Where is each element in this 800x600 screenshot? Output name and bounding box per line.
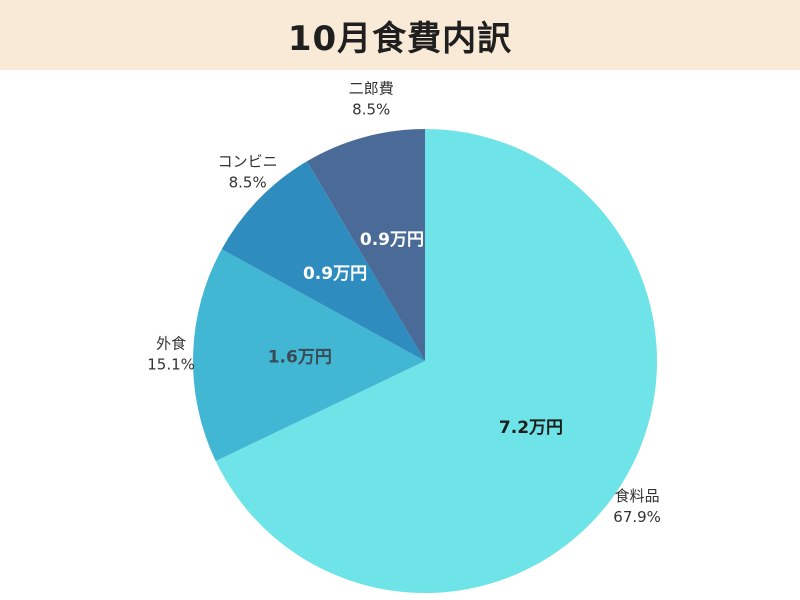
title-bar: 10月食費内訳: [0, 0, 800, 70]
slice-percent-label: 67.9%: [613, 508, 661, 526]
slice-name-label: 二郎費: [349, 80, 394, 98]
pie-slice: [306, 129, 425, 361]
slice-value-label: 0.9万円: [303, 264, 367, 284]
pie-slice: [221, 161, 425, 361]
pie-slice: [215, 129, 658, 593]
pie-slice: [193, 249, 425, 462]
chart-title: 10月食費内訳: [287, 18, 513, 59]
slice-percent-label: 15.1%: [147, 355, 195, 373]
slice-name-label: 食料品: [615, 487, 660, 505]
slice-value-label: 0.9万円: [360, 230, 424, 250]
slice-name-label: 外食: [156, 334, 186, 352]
slice-percent-label: 8.5%: [229, 174, 267, 192]
slice-value-label: 7.2万円: [499, 418, 563, 438]
slice-value-label: 1.6万円: [268, 347, 332, 367]
slice-name-label: コンビニ: [218, 153, 278, 171]
slice-percent-label: 8.5%: [352, 101, 390, 119]
